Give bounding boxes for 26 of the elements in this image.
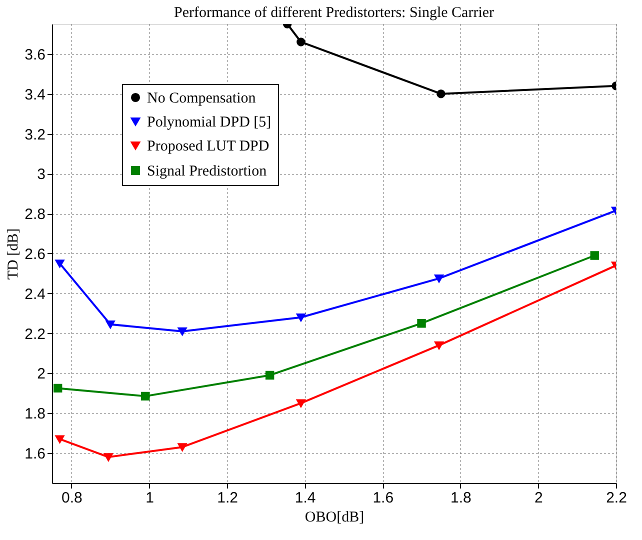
x-tick-label: 2.2 [606, 490, 627, 506]
legend-label: Polynomial DPD [5] [147, 114, 272, 130]
y-tick-label: 2.2 [24, 326, 46, 343]
x-tick-label: 1.2 [217, 490, 238, 506]
x-tick-label: 1.4 [294, 490, 316, 506]
y-tick-label: 1.6 [24, 446, 46, 463]
legend-label: Proposed LUT DPD [147, 138, 270, 154]
y-tick-label: 3.6 [24, 46, 46, 64]
y-tick-label: 1.8 [24, 406, 46, 423]
legend-label: Signal Predistortion [147, 164, 268, 180]
y-tick-label: 2.4 [24, 286, 46, 303]
legend-label: No Compensation [147, 90, 256, 106]
y-axis-title: TD [dB] [6, 228, 22, 280]
y-tick-label: 2.6 [24, 246, 46, 263]
x-tick-label: 1.8 [450, 490, 472, 506]
y-tick-label: 2 [37, 366, 46, 383]
y-tick-label: 3.2 [24, 126, 46, 144]
y-tick-label: 2.8 [24, 206, 46, 224]
x-axis-title: OBO[dB] [304, 510, 364, 526]
x-tick-label: 0.8 [62, 490, 82, 506]
x-tick-label: 1 [146, 490, 154, 506]
y-tick-label: 3.4 [24, 86, 46, 104]
x-tick-label: 1.6 [372, 490, 394, 506]
x-tick-label: 2 [534, 490, 543, 506]
chart-title: Performance of different Predistorters: Single Carrier [174, 5, 494, 21]
y-tick-label: 3 [37, 166, 46, 184]
